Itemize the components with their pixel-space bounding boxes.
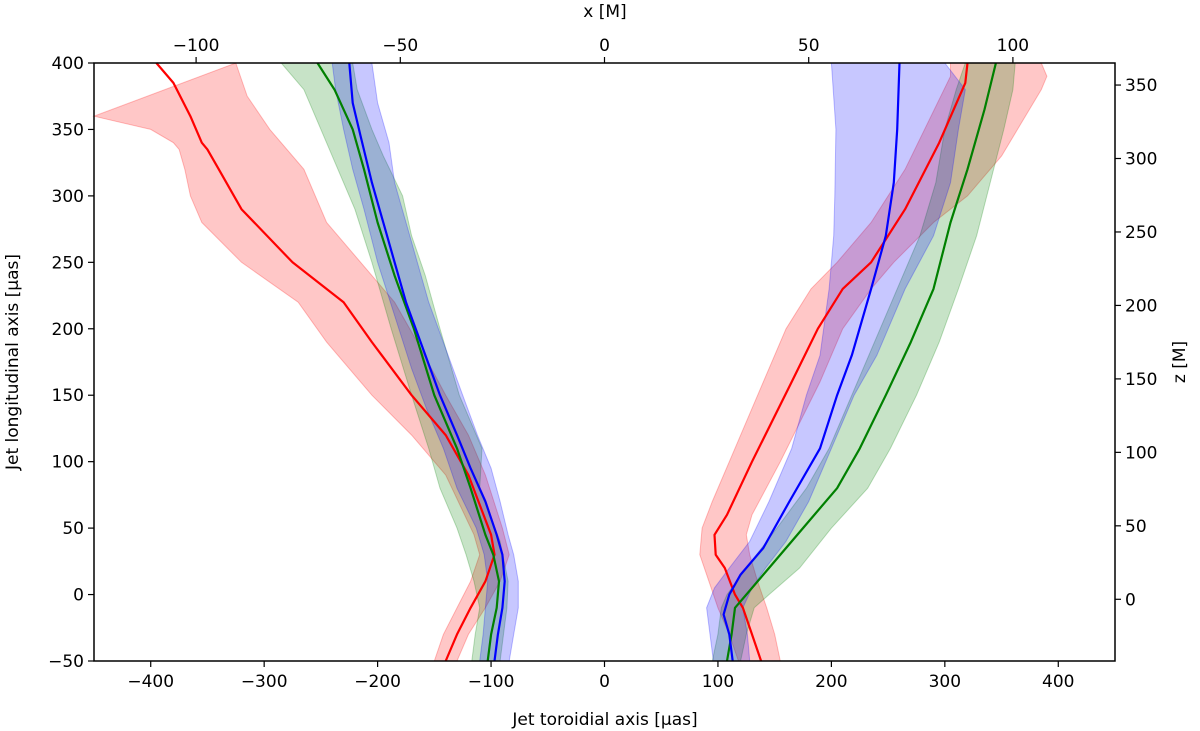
top-x-axis-label: x [M] [583, 2, 626, 22]
right-y-tick-label: 100 [1125, 443, 1157, 463]
blue-right-band [706, 62, 966, 662]
right-y-tick-label: 200 [1125, 296, 1157, 316]
blue-left-line [348, 62, 506, 662]
right-y-axis-label: z [M] [1170, 341, 1190, 383]
right-y-tick-label: 0 [1125, 590, 1136, 610]
x-axis-label: Jet toroidial axis [μas] [511, 710, 697, 730]
top-x-tick-label: 0 [599, 36, 610, 56]
top-x-tick-label: 100 [997, 36, 1029, 56]
x-tick-label: −100 [468, 672, 515, 692]
top-x-tick-label: 50 [798, 36, 820, 56]
green-right-line [725, 62, 997, 662]
x-tick-label: 0 [599, 672, 610, 692]
y-tick-label: 250 [52, 253, 84, 273]
red-left-line [155, 62, 496, 662]
axis-ticks: −400 −300 −200 −100 0 100 200 300 400 −50 0 50 100 15… [48, 36, 1157, 692]
x-tick-label: 100 [702, 672, 734, 692]
x-tick-label: −400 [127, 672, 174, 692]
y-tick-label: 200 [52, 320, 84, 340]
y-tick-label: 400 [52, 54, 84, 74]
y-tick-label: 100 [52, 453, 84, 473]
x-tick-label: −300 [241, 672, 288, 692]
red-right-band [699, 62, 1048, 662]
y-axis-label: Jet longitudinal axis [μas] [3, 254, 23, 471]
x-tick-label: −200 [354, 672, 401, 692]
y-tick-label: 300 [52, 187, 84, 207]
top-x-tick-label: −100 [173, 36, 220, 56]
green-left-line [316, 62, 501, 662]
x-tick-label: 200 [815, 672, 847, 692]
right-y-tick-label: 350 [1125, 76, 1157, 96]
mean-lines [155, 62, 997, 662]
x-tick-label: 400 [1042, 672, 1074, 692]
right-y-tick-label: 50 [1125, 517, 1147, 537]
x-tick-label: 300 [929, 672, 961, 692]
y-tick-label: 150 [52, 386, 84, 406]
right-y-tick-label: 250 [1125, 223, 1157, 243]
y-tick-label: 350 [52, 120, 84, 140]
top-x-tick-label: −50 [382, 36, 418, 56]
right-y-tick-label: 150 [1125, 370, 1157, 390]
blue-right-line [722, 62, 901, 662]
uncertainty-bands [92, 62, 1048, 662]
right-y-tick-label: 300 [1125, 150, 1157, 170]
y-tick-label: 0 [73, 586, 84, 606]
y-tick-label: −50 [48, 652, 84, 672]
red-right-line [713, 62, 969, 662]
y-tick-label: 50 [62, 519, 84, 539]
